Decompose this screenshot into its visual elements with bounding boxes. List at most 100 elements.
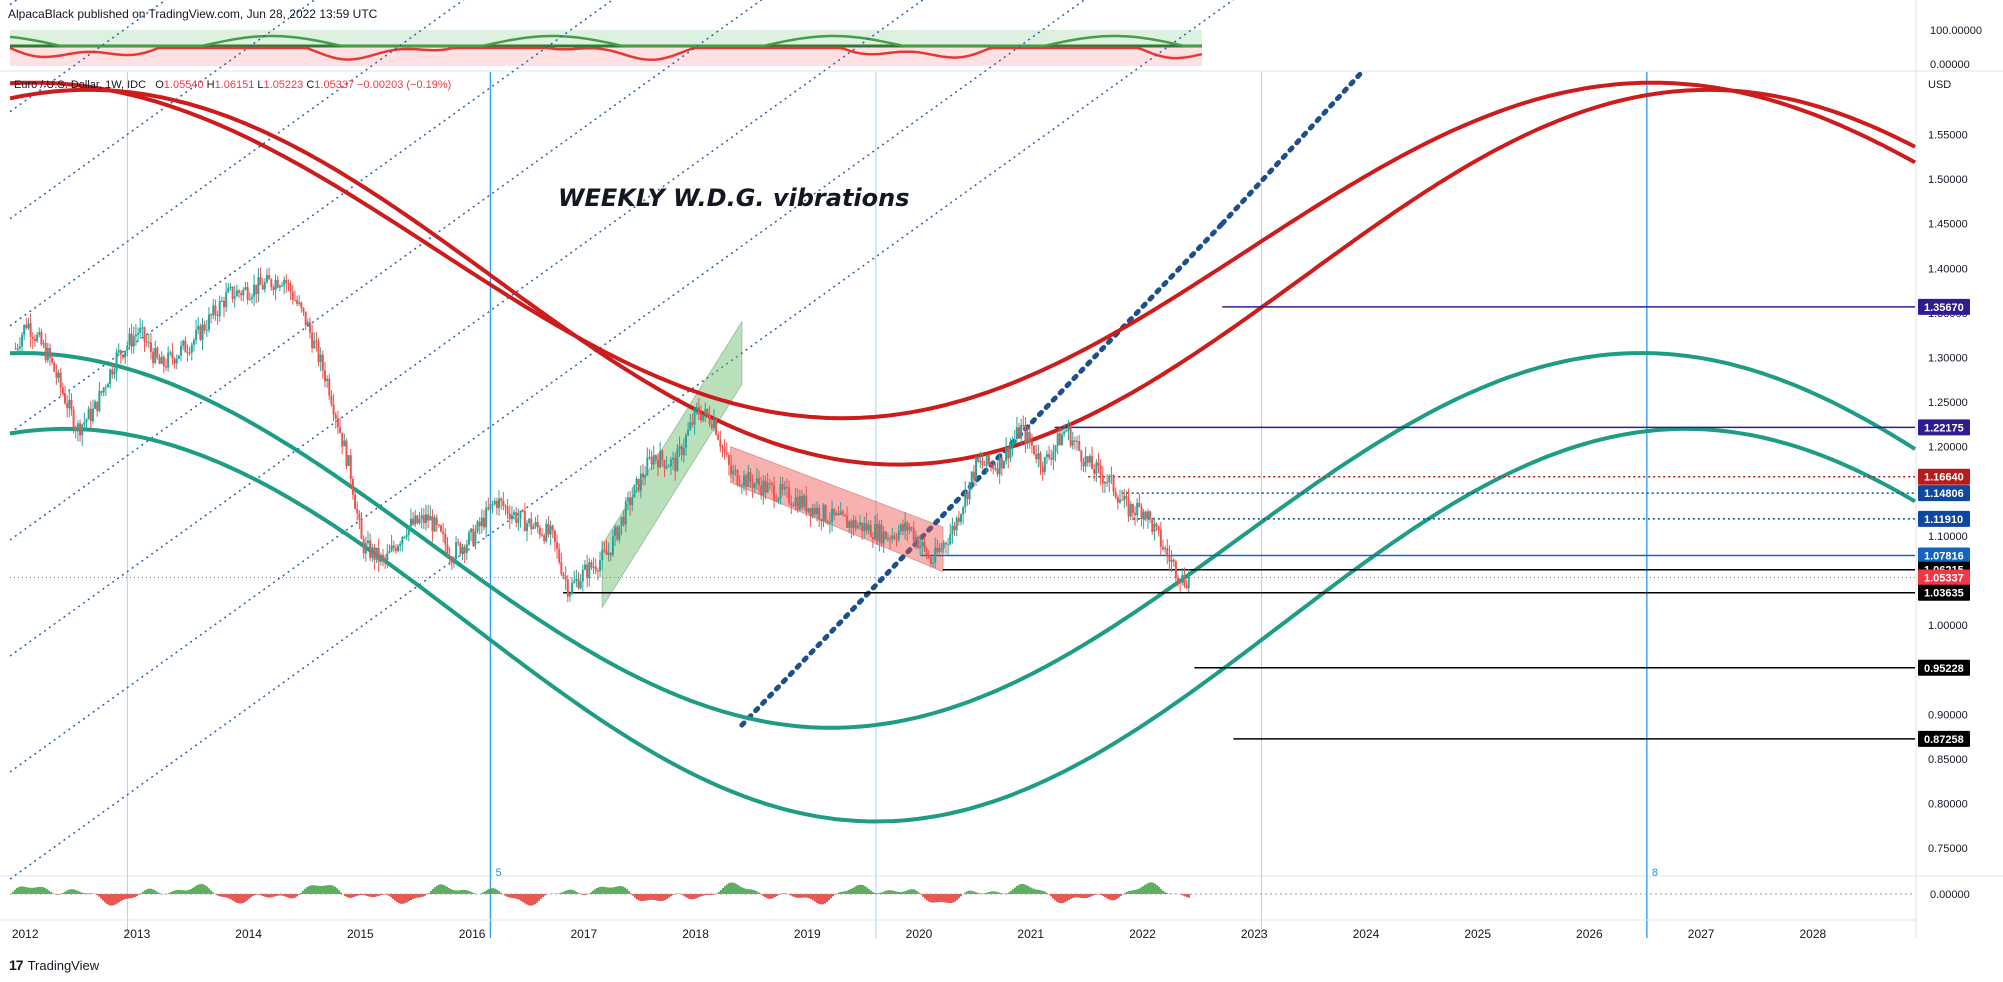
candle-body: [493, 500, 496, 505]
chart-annotation[interactable]: WEEKLY W.D.G. vibrations: [558, 184, 910, 212]
candle-body: [1112, 475, 1115, 492]
candle-body: [867, 524, 870, 531]
osc-bottom-bar: [170, 892, 172, 894]
osc-bottom-bar: [282, 894, 284, 896]
candle-body: [603, 549, 606, 551]
candle-body: [1071, 440, 1074, 446]
osc-top-red-line: [9, 46, 1203, 62]
osc-bottom-bar: [536, 894, 538, 903]
osc-bottom-bar: [1182, 894, 1184, 896]
x-tick-2026: 2026: [1576, 927, 1603, 941]
candle-body: [1026, 431, 1029, 444]
candle-body: [242, 289, 245, 296]
osc-bottom-bar: [254, 894, 256, 896]
candle-body: [444, 533, 447, 545]
candle-body: [1056, 433, 1059, 446]
currency-label: USD: [1928, 79, 1952, 91]
candle-body: [186, 352, 189, 354]
osc-bottom-bar: [1124, 892, 1126, 894]
osc-bottom-bar: [118, 894, 120, 903]
candle-body: [1082, 461, 1085, 467]
candle-body: [223, 300, 226, 308]
symbol-name[interactable]: Euro / U.S. Dollar, 1W, IDC: [14, 79, 147, 91]
osc-bottom-bar: [334, 886, 336, 894]
candle-body: [747, 472, 750, 487]
osc-bottom-bar: [148, 888, 150, 894]
osc-bottom-bar: [958, 894, 960, 899]
osc-bottom-bar: [514, 894, 516, 899]
candle-body: [354, 494, 357, 509]
candle-body: [384, 557, 387, 561]
candle-body: [437, 524, 440, 526]
candle-body: [424, 514, 427, 524]
candle-body: [884, 531, 887, 540]
osc-bottom-bar: [752, 889, 754, 894]
y-tick-0.90000: 0.90000: [1928, 709, 1968, 721]
candle-body: [225, 292, 228, 308]
x-tick-2017: 2017: [570, 927, 597, 941]
osc-bottom-bar: [366, 894, 368, 896]
candle-body: [89, 408, 92, 422]
osc-bottom-bar: [744, 888, 746, 894]
osc-bottom-bar: [624, 887, 626, 894]
dotted-trendline-3: [9, 0, 465, 327]
osc-bottom-bar: [224, 894, 226, 898]
osc-bottom-bar: [1152, 882, 1154, 894]
candle-body: [66, 403, 69, 409]
tradingview-brand[interactable]: 17 TradingView: [9, 957, 99, 973]
osc-bottom-bar: [1044, 891, 1046, 894]
candle-body: [734, 470, 737, 472]
osc-bottom-bar: [926, 894, 928, 901]
osc-bottom-bar: [818, 894, 820, 904]
osc-bottom-bar: [408, 894, 410, 902]
osc-bottom-bar: [608, 887, 610, 894]
osc-bottom-bar: [866, 887, 868, 894]
candle-body: [156, 347, 159, 358]
osc-bottom-bar: [860, 884, 862, 894]
osc-bottom-bar: [734, 883, 736, 894]
candle-body: [985, 454, 988, 466]
candle-body: [515, 512, 518, 523]
osc-bottom-bar: [770, 894, 772, 899]
candle-body: [863, 523, 866, 532]
osc-bottom-bar: [908, 889, 910, 894]
candle-body: [25, 324, 28, 329]
candle-body: [102, 387, 105, 393]
candle-body: [532, 526, 535, 530]
heavy-dotted-trendline: [739, 221, 1225, 728]
candle-body: [1045, 454, 1048, 458]
candle-body: [1123, 496, 1126, 501]
candle-body: [558, 548, 561, 563]
osc-bottom-bar: [416, 894, 418, 898]
candle-body: [859, 522, 862, 526]
x-tick-2014: 2014: [235, 927, 262, 941]
osc-bottom-bar: [1034, 889, 1036, 894]
osc-bottom-bar: [458, 890, 460, 894]
candle-body: [1065, 430, 1068, 432]
candle-body: [998, 457, 1001, 475]
candle-body: [96, 401, 99, 412]
candle-body: [788, 487, 791, 503]
candle-body: [650, 456, 653, 465]
osc-bottom-bar: [1026, 885, 1028, 894]
osc-bottom-bar: [226, 894, 228, 898]
candle-body: [1174, 561, 1177, 578]
osc-bottom-bar: [432, 888, 434, 894]
candle-body: [826, 521, 829, 524]
candle-body: [850, 521, 853, 529]
candle-body: [407, 525, 410, 535]
osc-bottom-bar: [464, 889, 466, 894]
osc-bottom-bar: [1076, 894, 1078, 898]
candle-body: [21, 334, 24, 347]
candle-body: [659, 450, 662, 468]
candle-body: [910, 527, 913, 529]
x-tick-2016: 2016: [459, 927, 486, 941]
osc-bottom-bar: [604, 886, 606, 894]
candle-body: [904, 522, 907, 531]
candle-body: [1172, 559, 1175, 562]
candle-body: [482, 517, 485, 528]
candle-body: [792, 505, 795, 507]
candle-body: [106, 384, 109, 388]
candle-body: [865, 523, 868, 531]
